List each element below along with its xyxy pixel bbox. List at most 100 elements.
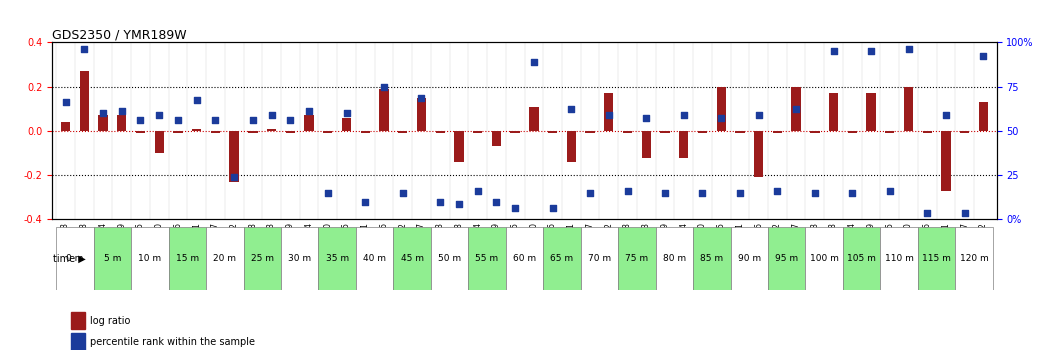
- Point: [976, 53, 992, 58]
- Bar: [960, 131, 969, 133]
- Bar: [80, 71, 89, 131]
- Point: [338, 110, 355, 116]
- Bar: [342, 118, 351, 131]
- Text: 60 m: 60 m: [513, 254, 536, 263]
- Bar: [285, 131, 295, 133]
- Point: [731, 190, 748, 196]
- Point: [600, 113, 617, 118]
- Bar: [880, 227, 918, 290]
- Point: [544, 206, 561, 211]
- Bar: [922, 131, 932, 133]
- Point: [862, 48, 879, 54]
- Bar: [529, 107, 538, 131]
- Bar: [356, 227, 393, 290]
- Bar: [979, 102, 988, 131]
- Bar: [117, 115, 127, 131]
- Point: [357, 199, 373, 205]
- Point: [451, 201, 468, 207]
- Point: [394, 190, 411, 196]
- Text: 105 m: 105 m: [848, 254, 876, 263]
- Bar: [243, 227, 281, 290]
- Bar: [61, 122, 70, 131]
- Bar: [768, 227, 806, 290]
- Point: [526, 59, 542, 65]
- Bar: [623, 131, 633, 133]
- Bar: [506, 227, 543, 290]
- Bar: [848, 131, 857, 133]
- Bar: [660, 131, 669, 133]
- Point: [413, 95, 430, 101]
- Point: [769, 188, 786, 194]
- Point: [676, 113, 692, 118]
- Bar: [810, 131, 819, 133]
- Bar: [135, 131, 145, 133]
- Bar: [566, 131, 576, 162]
- Bar: [941, 131, 950, 191]
- Bar: [249, 131, 258, 133]
- Bar: [431, 227, 468, 290]
- Point: [57, 99, 73, 105]
- Point: [881, 188, 898, 194]
- Bar: [679, 131, 688, 158]
- Bar: [904, 87, 914, 131]
- Bar: [581, 227, 618, 290]
- Bar: [304, 115, 314, 131]
- Bar: [866, 93, 876, 131]
- Bar: [380, 89, 389, 131]
- Bar: [754, 131, 764, 177]
- Text: 70 m: 70 m: [587, 254, 611, 263]
- Point: [919, 210, 936, 216]
- Bar: [548, 131, 557, 133]
- Point: [263, 113, 280, 118]
- Point: [694, 190, 711, 196]
- Bar: [918, 227, 956, 290]
- Bar: [735, 131, 745, 133]
- Bar: [642, 131, 651, 158]
- Text: 55 m: 55 m: [475, 254, 498, 263]
- Text: GDS2350 / YMR189W: GDS2350 / YMR189W: [52, 28, 187, 41]
- Point: [788, 106, 805, 112]
- Point: [900, 46, 917, 52]
- Bar: [131, 227, 169, 290]
- Text: 0 m: 0 m: [66, 254, 84, 263]
- Point: [826, 48, 842, 54]
- Text: log ratio: log ratio: [90, 316, 130, 326]
- Text: 115 m: 115 m: [922, 254, 951, 263]
- Point: [94, 110, 111, 116]
- Bar: [543, 227, 581, 290]
- Text: 40 m: 40 m: [363, 254, 386, 263]
- Bar: [173, 131, 183, 133]
- Point: [151, 113, 168, 118]
- Text: 100 m: 100 m: [810, 254, 838, 263]
- Text: time ▶: time ▶: [53, 253, 86, 263]
- Text: 10 m: 10 m: [138, 254, 162, 263]
- Bar: [585, 131, 595, 133]
- Point: [657, 190, 673, 196]
- Point: [807, 190, 823, 196]
- Bar: [730, 227, 768, 290]
- Text: 5 m: 5 m: [104, 254, 121, 263]
- Bar: [829, 93, 838, 131]
- Bar: [435, 131, 445, 133]
- Point: [113, 108, 130, 114]
- Bar: [416, 98, 426, 131]
- Bar: [266, 129, 276, 131]
- Point: [132, 117, 149, 123]
- Point: [432, 199, 449, 205]
- Bar: [211, 131, 220, 133]
- Point: [76, 46, 92, 52]
- Point: [507, 206, 523, 211]
- Bar: [885, 131, 895, 133]
- Bar: [57, 227, 93, 290]
- Text: 50 m: 50 m: [438, 254, 462, 263]
- Bar: [71, 312, 86, 329]
- Bar: [398, 131, 407, 133]
- Point: [843, 190, 860, 196]
- Text: 35 m: 35 m: [325, 254, 348, 263]
- Point: [319, 190, 336, 196]
- Point: [469, 188, 486, 194]
- Bar: [806, 227, 843, 290]
- Text: 65 m: 65 m: [551, 254, 574, 263]
- Point: [957, 210, 973, 216]
- Bar: [956, 227, 992, 290]
